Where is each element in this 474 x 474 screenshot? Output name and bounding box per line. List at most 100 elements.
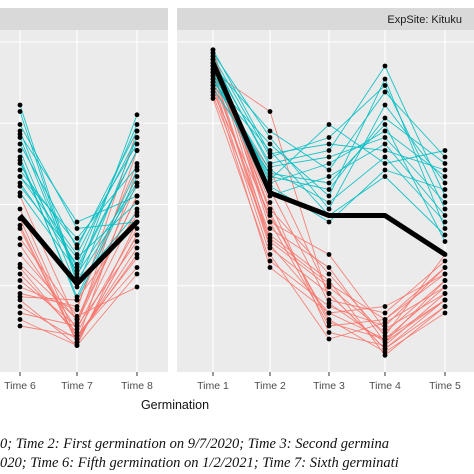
data-point	[326, 330, 332, 335]
data-point	[442, 200, 448, 205]
data-point	[17, 252, 23, 257]
data-point	[134, 226, 140, 231]
data-point	[326, 161, 332, 166]
data-point	[134, 128, 140, 134]
data-point	[382, 310, 388, 316]
data-point	[210, 92, 216, 98]
left-strip	[0, 8, 168, 30]
data-point	[326, 206, 332, 212]
data-point	[326, 310, 332, 316]
data-point	[17, 157, 23, 163]
data-point	[267, 109, 273, 114]
data-point	[382, 174, 388, 179]
data-point	[442, 161, 448, 166]
data-point	[382, 76, 388, 82]
mean-line	[210, 61, 447, 257]
data-point	[326, 154, 332, 160]
data-point	[442, 193, 448, 199]
data-point	[267, 164, 273, 170]
data-point	[267, 128, 273, 134]
data-point	[17, 242, 23, 248]
data-point	[74, 333, 80, 339]
data-point	[442, 258, 448, 264]
data-point	[134, 239, 140, 244]
x-tick-label: Time 5	[429, 380, 461, 392]
data-point	[210, 86, 216, 92]
data-point	[267, 232, 273, 238]
data-point	[134, 200, 140, 205]
data-point	[17, 265, 23, 270]
data-point	[74, 294, 80, 300]
data-point	[326, 317, 332, 322]
data-point	[382, 336, 388, 342]
data-point	[326, 174, 332, 179]
x-tick-label: Time 6	[4, 380, 36, 392]
data-point	[382, 128, 388, 134]
right-panel-ticks: Time 1 Time 2 Time 3 Time 4 Time 5	[197, 372, 461, 392]
data-point	[442, 310, 448, 316]
data-point	[17, 174, 23, 179]
data-point	[326, 180, 332, 186]
data-point	[134, 284, 140, 290]
data-point	[442, 265, 448, 270]
data-point	[267, 265, 273, 270]
data-point	[74, 226, 80, 231]
data-point	[17, 131, 23, 137]
data-point	[134, 271, 140, 277]
data-point	[442, 278, 448, 283]
data-point	[134, 209, 140, 215]
data-point	[442, 284, 448, 290]
data-point	[267, 252, 273, 257]
data-point	[74, 307, 80, 313]
x-tick-label: Time 3	[313, 380, 345, 392]
data-point	[74, 242, 80, 248]
data-point	[442, 148, 448, 153]
data-point	[442, 180, 448, 186]
left-panel-ticks: Time 6 Time 7 Time 8	[4, 372, 153, 392]
data-point	[382, 135, 388, 140]
data-point	[74, 320, 80, 326]
data-point	[134, 265, 140, 270]
data-point	[134, 135, 140, 140]
data-point	[134, 161, 140, 166]
data-point	[74, 326, 80, 332]
data-point	[210, 47, 216, 53]
data-point	[17, 297, 23, 303]
data-point	[326, 148, 332, 153]
x-tick-label: Time 1	[197, 380, 229, 392]
data-point	[382, 115, 388, 121]
data-point	[134, 141, 140, 147]
data-point	[17, 102, 23, 108]
data-point	[382, 148, 388, 153]
data-point	[134, 252, 140, 257]
data-point	[134, 245, 140, 251]
data-point	[326, 167, 332, 173]
data-point	[17, 167, 23, 173]
data-point	[267, 209, 273, 215]
data-point	[326, 278, 332, 283]
data-point	[17, 206, 23, 212]
data-point	[267, 258, 273, 264]
caption-line-1: 0; Time 2: First germination on 9/7/2020…	[0, 436, 390, 452]
data-point	[442, 271, 448, 277]
data-point	[326, 252, 332, 257]
data-point	[382, 141, 388, 147]
data-point	[74, 255, 80, 261]
data-point	[442, 206, 448, 212]
data-point	[134, 148, 140, 153]
data-point	[134, 174, 140, 179]
data-point	[134, 183, 140, 189]
data-point	[382, 352, 388, 358]
data-point	[17, 291, 23, 296]
data-point	[442, 304, 448, 309]
data-point	[134, 232, 140, 238]
data-point	[442, 291, 448, 296]
data-point	[326, 187, 332, 192]
x-tick-label: Time 2	[254, 380, 286, 392]
data-point	[442, 174, 448, 179]
data-point	[326, 193, 332, 199]
data-point	[17, 141, 23, 147]
data-point	[17, 304, 23, 309]
data-point	[17, 148, 23, 153]
data-point	[74, 339, 80, 345]
